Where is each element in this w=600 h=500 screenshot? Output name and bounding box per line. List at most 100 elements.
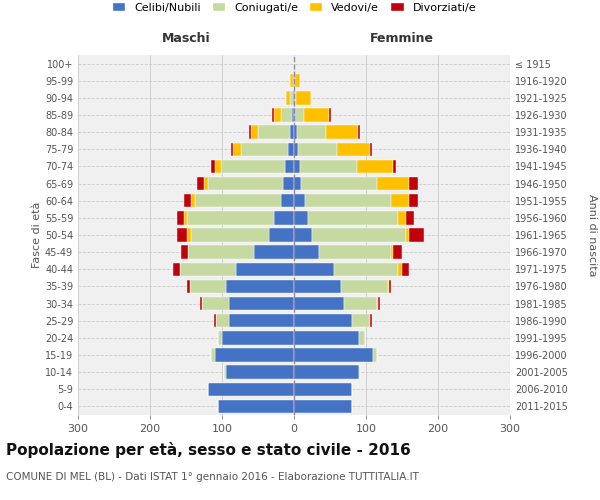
Bar: [222, 331, 294, 344]
Bar: [248, 126, 251, 139]
Bar: [218, 400, 294, 413]
Bar: [370, 314, 372, 328]
Bar: [293, 91, 294, 104]
Bar: [208, 177, 283, 190]
Bar: [204, 177, 208, 190]
Bar: [218, 331, 222, 344]
Bar: [290, 91, 293, 104]
Bar: [229, 297, 294, 310]
Bar: [373, 348, 377, 362]
Bar: [398, 211, 406, 224]
Bar: [274, 108, 281, 122]
Bar: [388, 280, 389, 293]
Bar: [173, 262, 180, 276]
Bar: [272, 108, 274, 122]
Bar: [297, 126, 326, 139]
Bar: [409, 177, 418, 190]
Bar: [211, 348, 215, 362]
Bar: [181, 246, 188, 259]
Bar: [215, 348, 294, 362]
Bar: [290, 126, 294, 139]
Bar: [295, 108, 304, 122]
Bar: [296, 91, 311, 104]
Bar: [394, 160, 395, 173]
Bar: [391, 194, 409, 207]
Bar: [200, 297, 202, 310]
Bar: [281, 108, 292, 122]
Bar: [294, 366, 359, 379]
Bar: [281, 194, 294, 207]
Bar: [398, 262, 402, 276]
Bar: [294, 246, 319, 259]
Bar: [294, 74, 295, 88]
Bar: [269, 228, 294, 241]
Bar: [358, 126, 360, 139]
Bar: [359, 366, 360, 379]
Bar: [202, 297, 229, 310]
Bar: [304, 108, 329, 122]
Bar: [214, 314, 216, 328]
Bar: [305, 194, 391, 207]
Bar: [295, 74, 301, 88]
Bar: [292, 108, 294, 122]
Y-axis label: Anni di nascita: Anni di nascita: [587, 194, 597, 276]
Bar: [294, 177, 301, 190]
Bar: [288, 142, 294, 156]
Bar: [409, 194, 418, 207]
Bar: [229, 314, 294, 328]
Bar: [341, 280, 388, 293]
Y-axis label: Fasce di età: Fasce di età: [32, 202, 42, 268]
Bar: [406, 211, 414, 224]
Bar: [319, 246, 391, 259]
Bar: [300, 160, 358, 173]
Bar: [197, 177, 204, 190]
Bar: [344, 297, 377, 310]
Bar: [294, 142, 298, 156]
Bar: [194, 194, 281, 207]
Bar: [402, 262, 409, 276]
Bar: [377, 297, 378, 310]
Bar: [283, 177, 294, 190]
Bar: [236, 262, 294, 276]
Bar: [215, 160, 221, 173]
Bar: [226, 280, 294, 293]
Bar: [254, 246, 294, 259]
Bar: [191, 228, 269, 241]
Bar: [294, 108, 295, 122]
Text: COMUNE DI MEL (BL) - Dati ISTAT 1° gennaio 2016 - Elaborazione TUTTITALIA.IT: COMUNE DI MEL (BL) - Dati ISTAT 1° genna…: [6, 472, 419, 482]
Bar: [188, 246, 254, 259]
Bar: [409, 228, 424, 241]
Bar: [294, 262, 334, 276]
Bar: [294, 228, 312, 241]
Bar: [180, 262, 236, 276]
Bar: [241, 142, 288, 156]
Bar: [211, 160, 215, 173]
Bar: [187, 228, 191, 241]
Bar: [176, 228, 187, 241]
Bar: [294, 297, 344, 310]
Bar: [329, 108, 331, 122]
Bar: [298, 142, 337, 156]
Bar: [394, 246, 402, 259]
Bar: [334, 262, 398, 276]
Bar: [294, 91, 295, 104]
Bar: [187, 280, 190, 293]
Bar: [294, 160, 300, 173]
Bar: [337, 142, 370, 156]
Bar: [226, 366, 294, 379]
Bar: [187, 211, 274, 224]
Bar: [208, 382, 294, 396]
Bar: [294, 211, 308, 224]
Bar: [224, 366, 226, 379]
Bar: [274, 211, 294, 224]
Bar: [312, 228, 406, 241]
Bar: [294, 400, 352, 413]
Text: Maschi: Maschi: [161, 32, 211, 44]
Bar: [389, 280, 391, 293]
Bar: [190, 280, 226, 293]
Bar: [295, 91, 296, 104]
Legend: Celibi/Nubili, Coniugati/e, Vedovi/e, Divorziati/e: Celibi/Nubili, Coniugati/e, Vedovi/e, Di…: [107, 0, 481, 17]
Bar: [293, 74, 294, 88]
Bar: [184, 211, 187, 224]
Bar: [294, 382, 352, 396]
